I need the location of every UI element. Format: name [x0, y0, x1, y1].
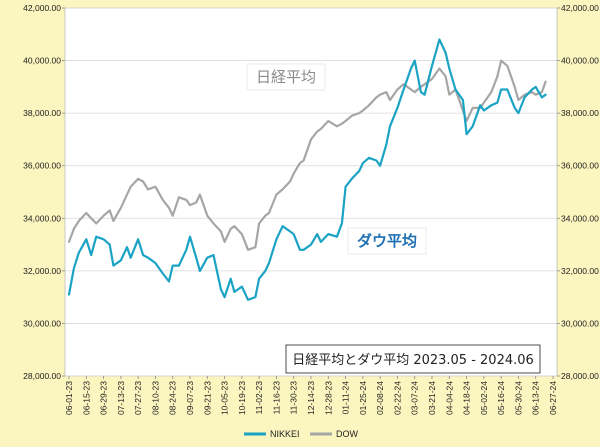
y-tick-label-left: 34,000.00	[23, 213, 61, 223]
series-lines	[67, 38, 547, 301]
y-tick-label-left: 40,000.00	[23, 56, 61, 66]
x-axis: 06-01-23 06-15-23 06-29-23 07-13-23 07-27-23…	[64, 376, 558, 415]
y-axis-right: 28,000.00 30,000.00 32,000.00 34,000.00 36,0…	[557, 3, 599, 381]
legend-label-dow: DOW	[336, 429, 359, 439]
x-tick-label: 04-18-24	[462, 381, 472, 415]
x-tick-label: 12-28-23	[323, 381, 333, 415]
x-tick-label: 11-16-23	[271, 381, 281, 415]
plot-area	[64, 7, 558, 377]
y-tick-label-left: 38,000.00	[23, 108, 61, 118]
dow-annotation: 日経平均	[246, 63, 326, 91]
x-tick-label: 12-14-23	[306, 381, 316, 415]
y-tick-label-left: 32,000.00	[23, 266, 61, 276]
y-tick-label-left: 30,000.00	[23, 318, 61, 328]
chart-title-box: 日経平均とダウ平均 2023.05 - 2024.06	[285, 344, 541, 374]
x-tick-label: 08-10-23	[150, 381, 160, 415]
x-tick-label: 06-13-24	[531, 381, 541, 415]
x-tick-label: 06-27-24	[548, 381, 558, 415]
y-tick-label-left: 42,000.00	[23, 3, 61, 13]
x-tick-label: 03-07-24	[410, 381, 420, 415]
x-tick-label: 06-01-23	[64, 381, 74, 415]
x-tick-label: 07-13-23	[116, 381, 126, 415]
legend: NIKKEI DOW	[244, 429, 359, 439]
y-tick-label-right: 42,000.00	[561, 3, 599, 13]
x-tick-label: 02-08-24	[375, 381, 385, 415]
y-tick-label-right: 32,000.00	[561, 266, 599, 276]
x-tick-label: 10-19-23	[237, 381, 247, 415]
x-tick-label: 08-24-23	[168, 381, 178, 415]
y-tick-label-right: 28,000.00	[561, 371, 599, 381]
x-tick-label: 06-29-23	[99, 381, 109, 415]
chart-title: 日経平均とダウ平均 2023.05 - 2024.06	[292, 353, 534, 368]
series-line-nikkei	[67, 38, 547, 301]
y-axis-left: 28,000.00 30,000.00 32,000.00 34,000.00 36,0…	[23, 3, 65, 381]
legend-label-nikkei: NIKKEI	[270, 429, 300, 439]
series-line-dow	[67, 59, 547, 251]
x-tick-label: 05-16-24	[496, 381, 506, 415]
grid-lines	[65, 7, 557, 377]
x-tick-label: 06-15-23	[81, 381, 91, 415]
y-tick-label-right: 36,000.00	[561, 161, 599, 171]
x-tick-label: 04-04-24	[444, 381, 454, 415]
nikkei-annotation-text: ダウ平均	[357, 232, 417, 250]
x-tick-label: 03-21-24	[427, 381, 437, 415]
y-tick-label-right: 34,000.00	[561, 213, 599, 223]
x-tick-label: 11-02-23	[254, 381, 264, 415]
y-tick-label-right: 38,000.00	[561, 108, 599, 118]
y-tick-label-left: 36,000.00	[23, 161, 61, 171]
x-tick-label: 02-22-24	[392, 381, 402, 415]
x-tick-label: 10-05-23	[220, 381, 230, 415]
x-tick-label: 01-25-24	[358, 381, 368, 415]
y-tick-label-left: 28,000.00	[23, 371, 61, 381]
x-tick-label: 07-27-23	[133, 381, 143, 415]
x-tick-label: 05-30-24	[513, 381, 523, 415]
x-tick-label: 09-21-23	[202, 381, 212, 415]
x-tick-label: 11-30-23	[289, 381, 299, 415]
y-tick-label-right: 30,000.00	[561, 318, 599, 328]
nikkei-annotation: ダウ平均	[347, 227, 427, 255]
dow-annotation-text: 日経平均	[256, 68, 316, 86]
x-tick-label: 09-07-23	[185, 381, 195, 415]
x-tick-label: 01-11-24	[341, 381, 351, 415]
x-tick-label: 05-02-24	[479, 381, 489, 415]
y-tick-label-right: 40,000.00	[561, 56, 599, 66]
